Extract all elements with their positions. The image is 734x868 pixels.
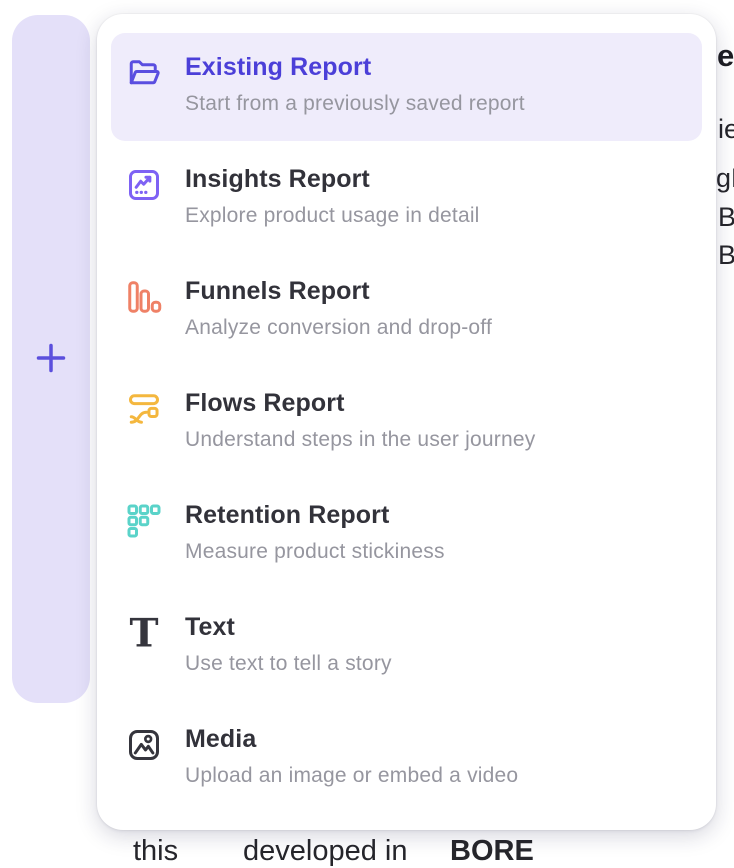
plus-icon: [31, 338, 71, 381]
clipped-background-text: ex: [717, 38, 734, 73]
flow-icon: [125, 390, 163, 428]
menu-item-label: Insights Report: [185, 165, 370, 193]
media-icon: [125, 726, 163, 764]
menu-item-label: Retention Report: [185, 501, 390, 529]
menu-item-description: Start from a previously saved report: [185, 92, 525, 115]
menu-item-media[interactable]: Media Upload an image or embed a video: [111, 705, 702, 813]
menu-item-existing-report[interactable]: Existing Report Start from a previously …: [111, 33, 702, 141]
clipped-background-text: ie: [718, 114, 734, 144]
funnel-bars-icon: [125, 278, 163, 316]
menu-item-description: Upload an image or embed a video: [185, 764, 519, 787]
retention-grid-icon: [125, 502, 163, 540]
menu-item-retention-report[interactable]: Retention Report Measure product stickin…: [111, 481, 702, 589]
add-content-button[interactable]: [29, 337, 73, 381]
menu-item-label: Existing Report: [185, 53, 372, 81]
menu-item-insights-report[interactable]: Insights Report Explore product usage in…: [111, 145, 702, 253]
menu-item-text[interactable]: T Text Use text to tell a story: [111, 593, 702, 701]
menu-item-description: Understand steps in the user journey: [185, 428, 536, 451]
menu-item-label: Funnels Report: [185, 277, 370, 305]
text-icon: T: [125, 614, 163, 652]
menu-item-flows-report[interactable]: Flows Report Understand steps in the use…: [111, 369, 702, 477]
clipped-background-text: developed in: [243, 835, 408, 867]
menu-item-label: Media: [185, 725, 257, 753]
folder-open-icon: [125, 54, 163, 92]
menu-item-label: Flows Report: [185, 389, 345, 417]
menu-item-description: Analyze conversion and drop-off: [185, 316, 492, 339]
clipped-background-text: gB: [716, 163, 734, 193]
line-chart-icon: [125, 166, 163, 204]
menu-item-funnels-report[interactable]: Funnels Report Analyze conversion and dr…: [111, 257, 702, 365]
clipped-background-text: this: [133, 835, 179, 867]
menu-item-description: Measure product stickiness: [185, 540, 445, 563]
add-content-sidebar: [12, 15, 90, 703]
menu-item-description: Explore product usage in detail: [185, 204, 480, 227]
menu-item-label: Text: [185, 613, 235, 641]
add-content-menu: Existing Report Start from a previously …: [97, 14, 716, 830]
clipped-background-text: BORE: [450, 835, 534, 867]
clipped-background-text: B: [718, 202, 734, 232]
menu-item-description: Use text to tell a story: [185, 652, 392, 675]
clipped-background-text: B: [718, 240, 734, 270]
svg-text:T: T: [129, 615, 158, 651]
